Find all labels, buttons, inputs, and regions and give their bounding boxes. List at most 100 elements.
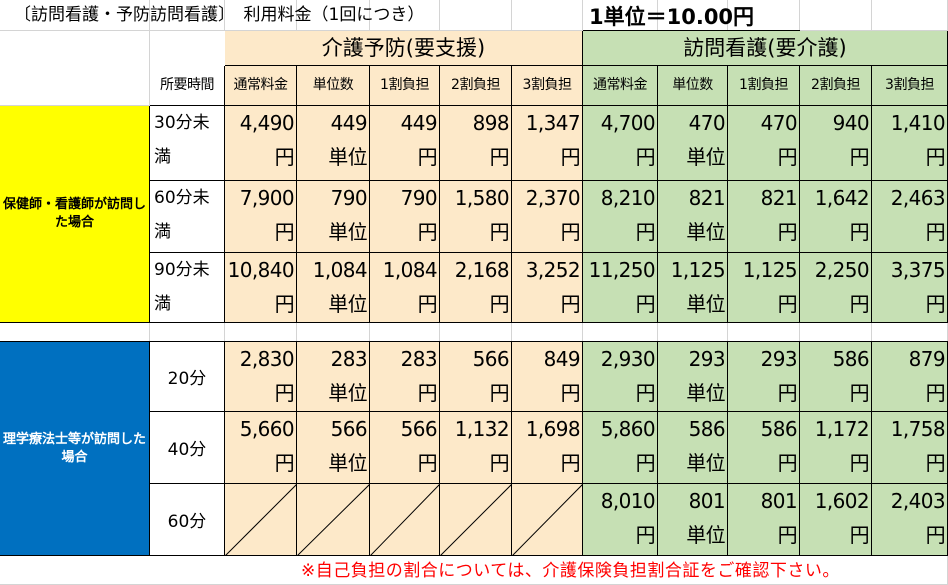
section-label: 保健師・看護師が訪問した場合 (2, 197, 146, 230)
prevention-value-3[interactable]: 2,168 円 (440, 253, 512, 323)
prevention-value-2[interactable]: 283 円 (370, 342, 440, 412)
value-number: 5,860 (600, 417, 656, 441)
care-value-1[interactable]: 470 単位 (658, 106, 728, 181)
value-unit: 円 (635, 381, 656, 405)
header-prevention-1: 単位数 (297, 66, 370, 106)
group-header-care: 訪問看護(要介護) (583, 31, 948, 66)
prevention-value-2[interactable]: 790 円 (370, 181, 440, 253)
prevention-value-0[interactable]: 7,900 円 (225, 181, 297, 253)
care-value-2[interactable]: 586 円 (728, 412, 800, 484)
care-value-1[interactable]: 821 単位 (658, 181, 728, 253)
care-value-3[interactable]: 1,172 円 (800, 412, 872, 484)
care-value-0[interactable]: 11,250 円 (583, 253, 658, 323)
header-label: 1割負担 (380, 77, 429, 93)
grid-cell[interactable] (0, 31, 150, 106)
value-unit: 円 (635, 451, 656, 475)
value-unit: 円 (849, 523, 870, 547)
care-value-4[interactable]: 2,403 円 (872, 484, 948, 556)
header-prevention-3: 2割負担 (440, 66, 512, 106)
grid-cell[interactable] (370, 0, 440, 31)
care-value-4[interactable]: 1,410 円 (872, 106, 948, 181)
care-value-3[interactable]: 940 円 (800, 106, 872, 181)
grid-cell[interactable] (512, 0, 583, 31)
prevention-value-4[interactable]: 849 円 (512, 342, 583, 412)
value-number: 566 (330, 417, 368, 441)
care-value-4[interactable]: 3,375 円 (872, 253, 948, 323)
prevention-value-2[interactable]: 1,084 円 (370, 253, 440, 323)
header-time: 所要時間 (150, 66, 225, 106)
time-cell: 30分未満 (150, 106, 225, 181)
prevention-value-0[interactable]: 2,830 円 (225, 342, 297, 412)
prevention-value-1[interactable]: 566 単位 (297, 412, 370, 484)
prevention-value-0[interactable]: 10,840 円 (225, 253, 297, 323)
value-number: 2,403 (890, 489, 946, 513)
grid-cell[interactable] (800, 0, 872, 31)
value-unit: 円 (417, 145, 438, 169)
header-label: 3割負担 (522, 77, 572, 93)
care-value-0[interactable]: 2,930 円 (583, 342, 658, 412)
care-value-2[interactable]: 470 円 (728, 106, 800, 181)
care-value-1[interactable]: 1,125 単位 (658, 253, 728, 323)
care-value-1[interactable]: 293 単位 (658, 342, 728, 412)
value-number: 586 (688, 417, 726, 441)
value-number: 1,602 (814, 489, 870, 513)
grid-cell[interactable] (225, 0, 297, 31)
care-value-0[interactable]: 8,010 円 (583, 484, 658, 556)
care-value-4[interactable]: 879 円 (872, 342, 948, 412)
grid-cell[interactable] (440, 0, 512, 31)
care-value-3[interactable]: 586 円 (800, 342, 872, 412)
care-value-0[interactable]: 8,210 円 (583, 181, 658, 253)
value-number: 586 (760, 417, 798, 441)
care-value-3[interactable]: 2,250 円 (800, 253, 872, 323)
care-value-4[interactable]: 2,463 円 (872, 181, 948, 253)
prevention-value-4[interactable]: 2,370 円 (512, 181, 583, 253)
care-value-0[interactable]: 4,700 円 (583, 106, 658, 181)
value-number: 470 (688, 111, 726, 135)
care-value-2[interactable]: 821 円 (728, 181, 800, 253)
care-value-2[interactable]: 1,125 円 (728, 253, 800, 323)
prevention-value-3[interactable]: 1,580 円 (440, 181, 512, 253)
value-unit: 単位 (328, 451, 367, 475)
header-label: 通常料金 (593, 77, 648, 93)
prevention-value-1[interactable]: 1,084 単位 (297, 253, 370, 323)
prevention-value-1[interactable]: 449 単位 (297, 106, 370, 181)
prevention-value-2[interactable]: 566 円 (370, 412, 440, 484)
prevention-value-0[interactable]: 4,490 円 (225, 106, 297, 181)
value-number: 879 (908, 347, 946, 371)
care-value-1[interactable]: 801 単位 (658, 484, 728, 556)
header-label: 1割負担 (739, 77, 788, 93)
value-unit: 円 (849, 381, 870, 405)
time-label: 60分未満 (154, 188, 210, 242)
value-number: 1,084 (382, 258, 438, 282)
value-unit: 円 (489, 220, 510, 244)
value-unit: 円 (777, 523, 798, 547)
grid-cell[interactable] (297, 0, 370, 31)
prevention-value-4[interactable]: 1,698 円 (512, 412, 583, 484)
care-value-1[interactable]: 586 単位 (658, 412, 728, 484)
prevention-value-3[interactable]: 898 円 (440, 106, 512, 181)
time-label: 90分未満 (154, 260, 210, 314)
grid-cell[interactable] (150, 0, 225, 31)
grid-cell[interactable] (0, 0, 150, 31)
group-label: 訪問看護(要介護) (683, 36, 847, 60)
prevention-value-4[interactable]: 3,252 円 (512, 253, 583, 323)
care-value-3[interactable]: 1,642 円 (800, 181, 872, 253)
prevention-value-2[interactable]: 449 円 (370, 106, 440, 181)
prevention-value-1[interactable]: 283 単位 (297, 342, 370, 412)
value-unit: 単位 (686, 451, 725, 475)
prevention-value-0[interactable]: 5,660 円 (225, 412, 297, 484)
care-value-3[interactable]: 1,602 円 (800, 484, 872, 556)
value-number: 449 (400, 111, 438, 135)
care-value-2[interactable]: 801 円 (728, 484, 800, 556)
value-unit: 円 (925, 523, 946, 547)
value-number: 11,250 (588, 258, 656, 282)
grid-cell[interactable] (872, 0, 948, 31)
care-value-0[interactable]: 5,860 円 (583, 412, 658, 484)
value-number: 2,370 (525, 186, 581, 210)
prevention-value-3[interactable]: 1,132 円 (440, 412, 512, 484)
care-value-4[interactable]: 1,758 円 (872, 412, 948, 484)
prevention-value-1[interactable]: 790 単位 (297, 181, 370, 253)
prevention-value-4[interactable]: 1,347 円 (512, 106, 583, 181)
care-value-2[interactable]: 293 円 (728, 342, 800, 412)
prevention-value-3[interactable]: 566 円 (440, 342, 512, 412)
